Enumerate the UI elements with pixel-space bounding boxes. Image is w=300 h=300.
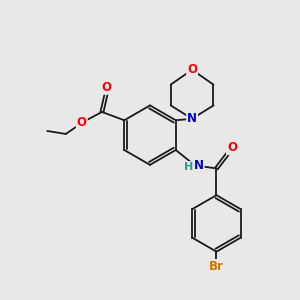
Text: H: H [184, 162, 193, 172]
Text: Br: Br [209, 260, 224, 273]
Text: O: O [187, 63, 197, 76]
Text: N: N [194, 159, 204, 172]
Text: O: O [77, 116, 87, 129]
Text: O: O [101, 81, 111, 94]
Text: O: O [227, 141, 237, 154]
Text: N: N [187, 112, 197, 125]
